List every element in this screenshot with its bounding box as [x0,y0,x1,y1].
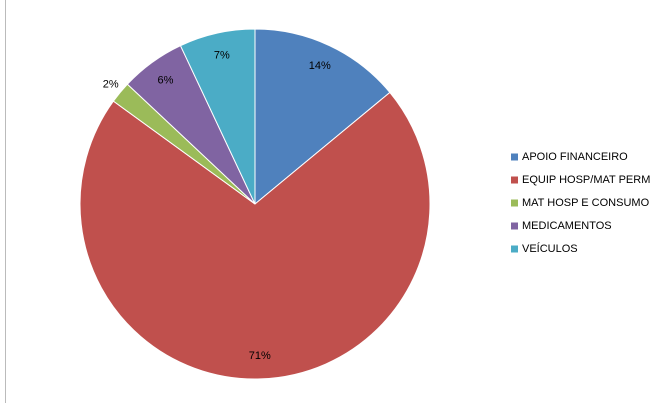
legend-swatch [511,153,518,161]
legend-swatch [511,199,518,207]
legend-swatch [511,222,518,230]
legend-label: VEÍCULOS [522,242,578,255]
legend-label: EQUIP HOSP/MAT PERM [522,174,650,186]
data-label: 2% [103,79,119,91]
legend-label: MAT HOSP E CONSUMO [522,197,650,209]
legend-swatch [511,245,518,253]
pie-slice [79,91,431,380]
data-label: 14% [309,60,331,72]
data-label: 71% [249,350,271,362]
legend-label: APOIO FINANCEIRO [522,151,628,163]
legend-swatch [511,176,518,184]
pie-slice [254,28,391,206]
data-label: 7% [214,49,230,61]
legend-label: MEDICAMENTOS [522,220,612,232]
pie-slice [179,28,256,205]
data-label: 6% [158,75,174,87]
